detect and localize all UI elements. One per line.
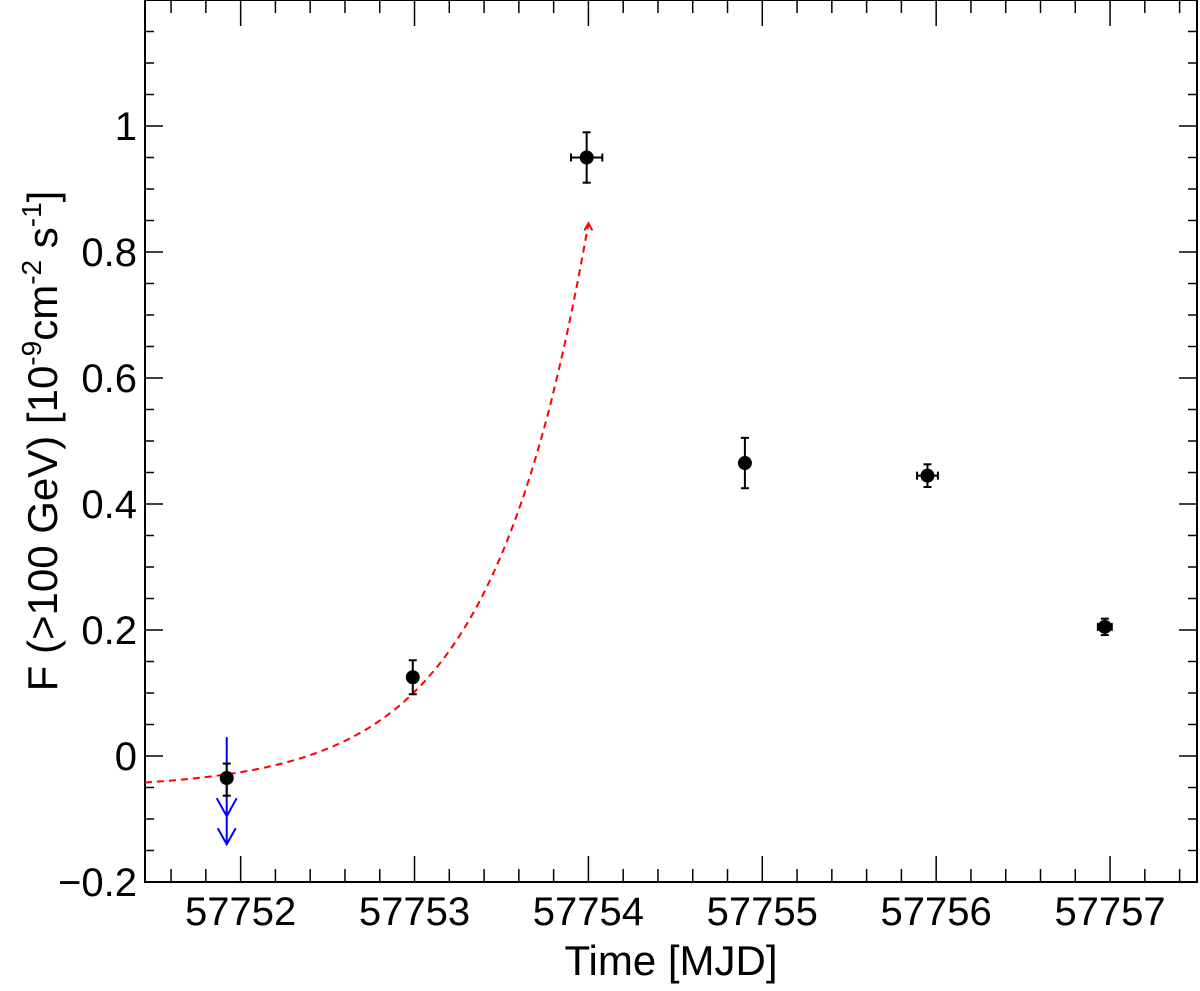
- data-point: [920, 468, 935, 483]
- y-axis-title-text: F (>100 GeV) [10: [19, 366, 66, 692]
- data-point: [219, 771, 234, 786]
- upper-limit-arrowhead: [216, 827, 237, 847]
- upper-limit-chevron: [215, 797, 238, 819]
- data-point: [1097, 619, 1112, 634]
- x-tick-label: 57754: [533, 890, 644, 934]
- x-tick-label: 57752: [185, 890, 296, 934]
- x-tick-label: 57753: [359, 890, 470, 934]
- x-tick-label: 57756: [881, 890, 992, 934]
- y-axis-title-superscript: -1: [16, 202, 47, 227]
- x-axis-title: Time [MJD]: [564, 937, 777, 984]
- y-axis-title: F (>100 GeV) [10-9cm-2 s-1]: [16, 191, 66, 692]
- x-tick-label: 57757: [1054, 890, 1165, 934]
- y-tick-label: 1: [115, 105, 137, 149]
- fit-curve-arrowhead: [583, 221, 594, 231]
- y-tick-label: 0.2: [81, 609, 137, 653]
- data-point: [579, 150, 594, 165]
- y-tick-label: 0: [115, 735, 137, 779]
- y-axis-title-text: ]: [19, 191, 66, 203]
- y-tick-label: 0.4: [81, 483, 137, 527]
- plot-frame: [144, 0, 1198, 883]
- data-point: [737, 456, 752, 471]
- fit-curve-line: [144, 223, 590, 784]
- y-axis-title-text: cm: [19, 285, 66, 341]
- y-tick-label: −0.2: [58, 861, 137, 905]
- y-axis: −0.2 0 0.2 0.4 0.6 0.8 1: [58, 30, 1197, 905]
- x-axis: 57752 57753 57754 57755 57756 57757: [170, 0, 1181, 934]
- y-axis-title-text: s: [19, 227, 66, 260]
- y-tick-label: 0.8: [81, 231, 137, 275]
- fit-curve-layer: [144, 221, 594, 784]
- data-points-layer: [219, 131, 1113, 797]
- y-tick-label: 0.6: [81, 357, 137, 401]
- data-point: [405, 670, 420, 685]
- x-tick-label: 57755: [707, 890, 818, 934]
- y-axis-title-superscript: -9: [16, 341, 47, 366]
- y-axis-title-superscript: -2: [16, 260, 47, 285]
